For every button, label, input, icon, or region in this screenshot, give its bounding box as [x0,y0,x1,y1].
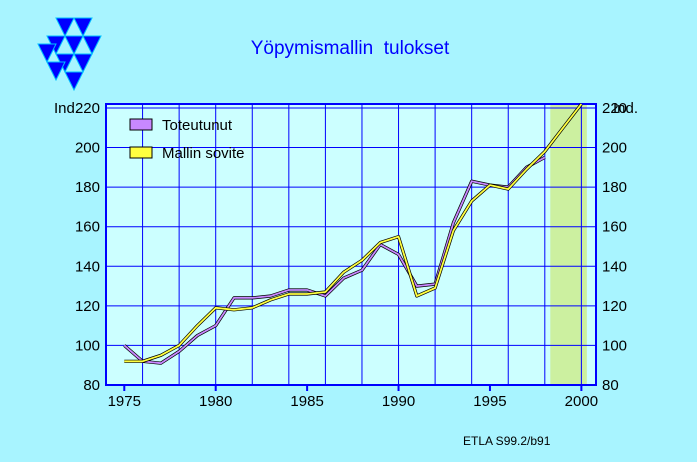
y-tick-label-right: 180 [602,179,627,196]
legend-label: Mallin sovite [162,145,245,162]
y-tick-label-left: 200 [75,140,100,157]
legend: Toteutunut Mallin sovite [129,117,245,162]
x-tick-label: 1995 [473,393,506,410]
series-line-2 [124,103,583,363]
x-tick-label: 2000 [565,393,598,410]
x-tick-label: 1990 [382,393,415,410]
source-note: ETLA S99.2/b91 [463,434,551,448]
y-tick-label-left: 180 [75,179,100,196]
y-tick-label-right: 200 [602,140,627,157]
y-tick-label-left: 140 [75,258,100,275]
y-tick-label-left: 80 [83,377,100,394]
y-tick-label-right: 160 [602,219,627,236]
plot-frame [105,103,597,386]
y-tick-label-left: 160 [75,219,100,236]
y-tick-label-right: 80 [602,377,619,394]
y-tick-label-right: 120 [602,298,627,315]
x-tick-label: 1975 [108,393,141,410]
plot-area: 80 80 100 100 120 120 140 140 160 160 180 180 200 200… [75,100,627,410]
y-tick-label-left: 120 [75,298,100,315]
y-tick-label-left: 220 [75,100,100,117]
legend-label: Toteutunut [162,117,233,134]
y-tick-label-left: 100 [75,337,100,354]
legend-swatch [129,118,153,131]
chart-title: Yöpymismallin tulokset [251,38,450,59]
x-tick-label: 1985 [290,393,323,410]
y-axis-label-left: Ind. [54,100,79,117]
series-line-1 [123,156,546,365]
y-tick-label-right: 140 [602,258,627,275]
y-tick-label-right: 100 [602,337,627,354]
legend-swatch [129,146,153,159]
y-tick-label-right: 220 [602,100,627,117]
y-axis-label-right: Ind. [613,100,638,117]
etla-logo [37,17,102,92]
forecast-band [550,104,587,385]
x-tick-label: 1980 [199,393,232,410]
